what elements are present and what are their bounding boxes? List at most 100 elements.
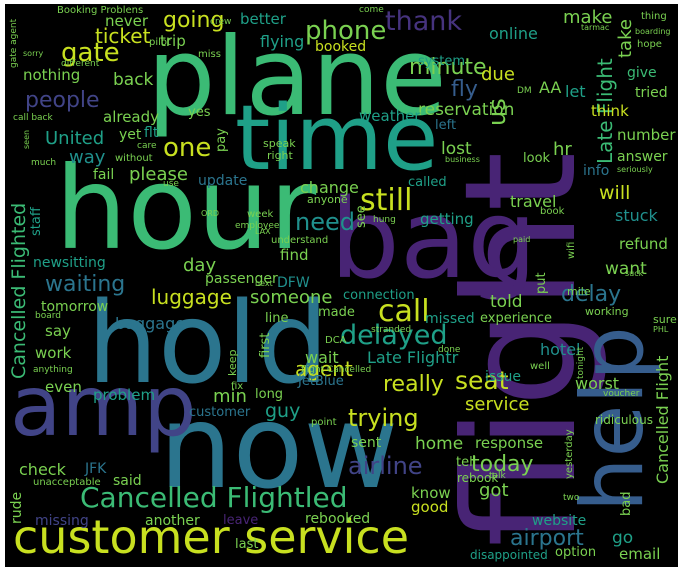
word-rude: rude <box>9 491 25 524</box>
word-number: number <box>617 126 676 144</box>
word-service: service <box>465 394 530 415</box>
word-pilot: pilot <box>149 37 171 48</box>
word-cancelled-flightled: Cancelled Flightled <box>80 481 348 514</box>
word-talk: talk <box>489 471 506 481</box>
word-agent: agent <box>295 357 353 381</box>
word-reservation: reservation <box>418 100 515 120</box>
word-different: different <box>61 59 100 69</box>
word-yes: yes <box>188 105 211 120</box>
word-delay: delay <box>561 282 622 307</box>
word-going: going <box>163 8 225 33</box>
word-find: find <box>280 246 309 264</box>
word-bag: bag <box>330 175 538 303</box>
word-crew: crew <box>210 17 232 27</box>
word-want: want <box>605 259 647 279</box>
word-back: back <box>113 70 154 90</box>
word-boarding: boarding <box>635 27 671 36</box>
word-another: another <box>145 513 200 529</box>
word-business: business <box>445 155 480 164</box>
word-good: good <box>411 498 449 516</box>
word-even: even <box>45 378 82 396</box>
word-lost: lost <box>441 139 472 159</box>
word-experience: experience <box>480 311 553 326</box>
word-staff: staff <box>29 207 44 236</box>
word-guy: guy <box>265 400 301 422</box>
word-already: already <box>103 108 160 126</box>
word-way: way <box>69 147 106 168</box>
word-hour: hour <box>55 142 317 275</box>
word-anything: anything <box>33 365 73 375</box>
word-min: min <box>213 386 247 407</box>
word-give: give <box>627 65 657 81</box>
word-miss: miss <box>198 49 221 60</box>
word-unacceptable: unacceptable <box>33 477 101 488</box>
word-look: look <box>523 151 551 166</box>
word-will: will <box>599 182 631 204</box>
word-week: week <box>247 209 274 220</box>
word-well: well <box>530 361 550 372</box>
word-tonight: tonight <box>576 346 586 379</box>
word-info: info <box>583 163 610 179</box>
word-ord: ORD <box>201 209 220 218</box>
word-phone: phone <box>305 16 387 46</box>
word-cloud: flight plane hour time bag hold now amp … <box>5 4 678 567</box>
word-pay: pay <box>214 128 229 152</box>
word-understand: understand <box>271 235 329 246</box>
word-cancelled-flight-vertical: Cancelled Flight <box>653 355 672 484</box>
word-missed: missed <box>425 311 475 327</box>
word-thing: thing <box>641 11 667 22</box>
word-ridiculous: ridiculous <box>595 413 653 427</box>
word-missing: missing <box>35 513 89 529</box>
word-rebook: rebook <box>457 471 499 485</box>
word-today: today <box>471 452 534 477</box>
word-keep: keep <box>226 349 239 377</box>
word-amp: amp <box>10 357 197 455</box>
word-connection: connection <box>343 288 415 303</box>
word-dm: DM <box>517 86 532 96</box>
word-take: take <box>615 19 636 58</box>
word-tried: tried <box>635 85 668 101</box>
word-trying: trying <box>348 404 419 432</box>
word-call-back: call back <box>13 113 53 123</box>
word-lax: LAX <box>255 227 271 236</box>
word-option: option <box>555 545 597 560</box>
word-nothing: nothing <box>23 66 81 84</box>
word-fix: fix <box>231 381 244 392</box>
word-mile: mile <box>567 285 591 298</box>
word-sent: sent <box>351 435 382 451</box>
word-phl: PHL <box>653 325 669 334</box>
word-cancelled-flighted-vertical: Cancelled Flighted <box>8 202 30 379</box>
word-online: online <box>489 24 538 43</box>
word-home: home <box>415 434 464 454</box>
word-two: two <box>563 493 580 503</box>
word-tomorrow: tomorrow <box>41 299 109 315</box>
word-board: board <box>35 311 61 321</box>
word-answer: answer <box>617 149 668 165</box>
word-day: day <box>183 255 217 276</box>
word-customer-service: customer service <box>13 510 410 564</box>
word-fail: fail <box>93 167 115 183</box>
word-call: call <box>378 294 430 329</box>
word-line: line <box>265 311 289 326</box>
word-wait: wait <box>305 348 339 367</box>
word-stranded: stranded <box>371 325 412 335</box>
word-stuck: stuck <box>615 206 658 225</box>
word-thank: thank <box>385 6 462 37</box>
word-long: long <box>255 387 284 402</box>
word-worst: worst <box>575 374 620 393</box>
word-plane: plane <box>147 15 447 140</box>
word-aa: AA <box>539 78 562 97</box>
word-see: see <box>354 205 369 228</box>
word-booking-problens: Booking Problens <box>57 5 144 16</box>
word-really: really <box>383 372 444 397</box>
word-refund: refund <box>619 235 668 253</box>
word-update: update <box>198 173 248 189</box>
word-problem: problem <box>93 386 156 404</box>
word-customer: customer <box>189 405 251 420</box>
word-luggage: luggage <box>151 285 232 309</box>
word-tell: tell <box>456 455 477 470</box>
word-time: time <box>235 86 439 191</box>
word-hr: hr <box>553 139 572 160</box>
word-care: care <box>137 141 157 151</box>
word-website: website <box>532 513 587 529</box>
